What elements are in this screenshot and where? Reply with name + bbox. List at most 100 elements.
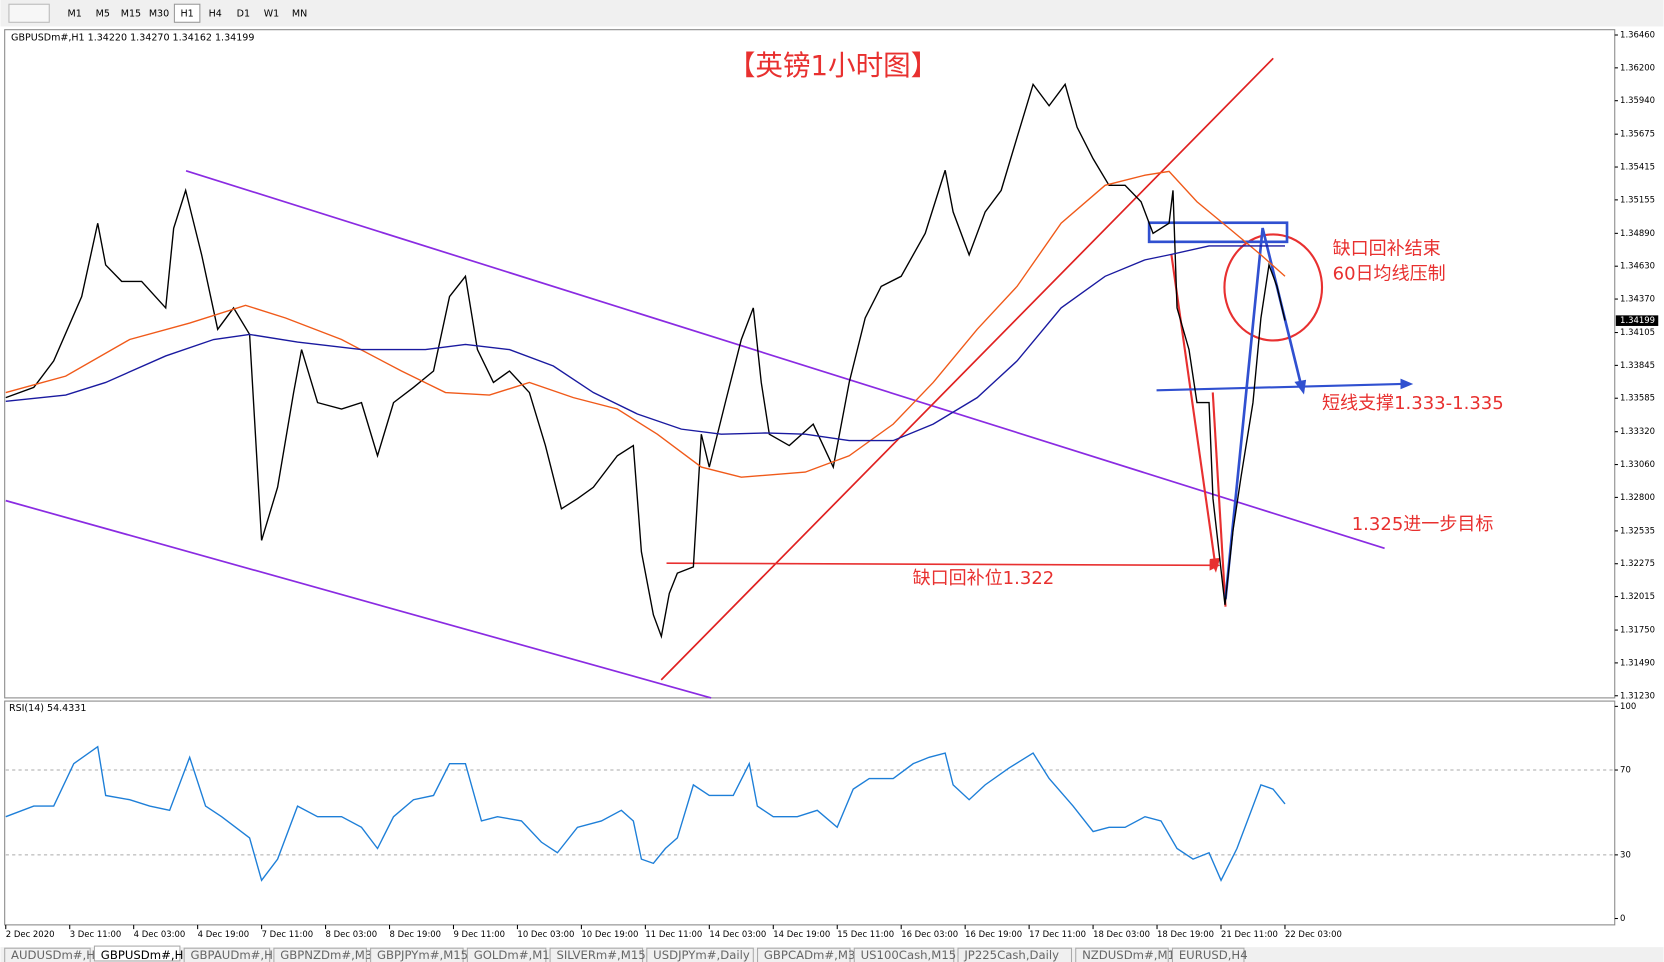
main-panel: [4, 29, 1616, 699]
current-price-marker: [1615, 315, 1659, 326]
y-tick-label: 1.34890: [1620, 228, 1655, 238]
tab[interactable]: [370, 947, 464, 962]
x-tick-label: 15 Dec 11:00: [837, 929, 894, 939]
current-price-label: 1.34199: [1620, 315, 1655, 325]
annotation: 短线支撑1.333-1.335: [1322, 393, 1504, 414]
support-arrow: [1156, 382, 1403, 392]
x-tick-label: 10 Dec 19:00: [581, 929, 638, 939]
tab-label[interactable]: GBPNZDm#,M30: [280, 948, 379, 962]
annotation: 缺口回补位1.322: [913, 568, 1055, 589]
y-tick-label: 1.32535: [1620, 525, 1655, 535]
tab-label[interactable]: EURUSD,H4: [1179, 948, 1248, 962]
timeframe-active: [173, 3, 201, 23]
x-tick-label: 17 Dec 11:00: [1029, 929, 1086, 939]
tab[interactable]: [757, 947, 851, 962]
y-tick-label: 1.35675: [1620, 129, 1655, 139]
symbol-header: GBPUSDm#,H1 1.34220 1.34270 1.34162 1.34…: [11, 33, 254, 44]
tab[interactable]: [466, 947, 547, 962]
y-tick-label: 1.33585: [1620, 393, 1655, 403]
tab[interactable]: [1171, 947, 1245, 962]
y-tick-label: 1.31230: [1620, 690, 1655, 700]
series-line: [5, 82, 1286, 639]
tab[interactable]: [549, 947, 644, 962]
tab-label[interactable]: GBPJPYm#,M15: [377, 948, 468, 962]
tab[interactable]: [4, 947, 91, 962]
y-tick-label: 1.36200: [1620, 62, 1655, 72]
y-tick-label: 1.32800: [1620, 492, 1655, 502]
timeframe-button[interactable]: M1: [68, 8, 82, 19]
timeframe-button[interactable]: W1: [264, 8, 279, 19]
gap-arrow: [666, 562, 1215, 567]
highlight-circle: [1223, 233, 1324, 342]
x-tick-label: 18 Dec 19:00: [1157, 929, 1214, 939]
x-tick-label: 2 Dec 2020: [6, 929, 55, 939]
tab-label[interactable]: AUDUSDm#,H4: [11, 948, 102, 962]
x-tick-label: 4 Dec 19:00: [198, 929, 250, 939]
tab-label[interactable]: NZDUSDm#,M15: [1082, 948, 1182, 962]
y-tick-label: 30: [1620, 849, 1631, 859]
arrow-head: [1294, 379, 1307, 395]
y-tick-label: 1.33845: [1620, 360, 1655, 370]
x-tick-label: 16 Dec 03:00: [901, 929, 958, 939]
series-line: [5, 245, 1285, 442]
x-tick-label: 21 Dec 11:00: [1221, 929, 1278, 939]
toolbar-tools[interactable]: [8, 3, 50, 23]
y-tick-label: 1.34370: [1620, 294, 1655, 304]
annotation: 缺口回补结束: [1333, 238, 1441, 259]
tab-label[interactable]: GBPCADm#,M30: [764, 948, 863, 962]
tab[interactable]: [183, 947, 271, 962]
path-arrow: [1224, 227, 1303, 600]
tab-label[interactable]: USDJPYm#,Daily: [653, 948, 750, 962]
tab-label[interactable]: GBPAUDm#,H4: [191, 948, 281, 962]
drop-arrow: [1211, 392, 1227, 607]
y-tick-label: 1.35155: [1620, 194, 1655, 204]
timeframe-button[interactable]: H1: [181, 8, 194, 19]
rsi-title: RSI(14) 54.4331: [9, 703, 86, 714]
timeframe-button[interactable]: M15: [121, 8, 141, 19]
channel-upper: [185, 169, 1385, 550]
tab-label[interactable]: GBPUSDm#,H1: [101, 948, 191, 962]
tab[interactable]: [853, 947, 955, 962]
tab-label[interactable]: US100Cash,M15: [861, 948, 957, 962]
x-tick-label: 10 Dec 03:00: [517, 929, 574, 939]
y-tick-label: 1.35415: [1620, 162, 1655, 172]
timeframe-button[interactable]: M5: [96, 8, 110, 19]
y-tick-label: 1.33320: [1620, 426, 1655, 436]
timeframe-button[interactable]: M30: [149, 8, 169, 19]
y-tick-label: 0: [1620, 913, 1625, 923]
y-tick-label: 1.31750: [1620, 625, 1655, 635]
annotation: 1.325进一步目标: [1352, 514, 1494, 535]
series-line: [5, 170, 1286, 478]
drawings: [5, 57, 1414, 699]
series-line: [5, 745, 1286, 882]
tab[interactable]: [646, 947, 754, 962]
x-tick-label: 8 Dec 19:00: [390, 929, 442, 939]
y-tick-label: 70: [1620, 765, 1631, 775]
x-tick-label: 3 Dec 11:00: [70, 929, 122, 939]
y-tick-label: 1.34105: [1620, 327, 1655, 337]
timeframe-button[interactable]: H4: [209, 8, 222, 19]
gap-box: [1147, 221, 1289, 244]
tab[interactable]: [273, 947, 367, 962]
chart-title: 【英镑1小时图】: [728, 49, 938, 82]
x-tick-label: 8 Dec 03:00: [326, 929, 378, 939]
y-tick-label: 1.32275: [1620, 558, 1655, 568]
annotation: 60日均线压制: [1333, 264, 1446, 285]
x-tick-label: 14 Dec 19:00: [773, 929, 830, 939]
tab[interactable]: [93, 945, 181, 962]
x-tick-label: 9 Dec 11:00: [453, 929, 505, 939]
x-tick-label: 11 Dec 11:00: [645, 929, 702, 939]
tab-label[interactable]: GOLDm#,M15: [474, 948, 557, 962]
y-tick-label: 1.35940: [1620, 95, 1655, 105]
y-tick-label: 1.36460: [1620, 30, 1655, 40]
tab-label[interactable]: JP225Cash,Daily: [963, 948, 1059, 962]
timeframe-button[interactable]: D1: [237, 8, 250, 19]
timeframe-button[interactable]: MN: [292, 8, 307, 19]
x-tick-label: 16 Dec 19:00: [965, 929, 1022, 939]
tab[interactable]: [957, 947, 1073, 962]
tab[interactable]: [1075, 947, 1169, 962]
tab-label[interactable]: SILVERm#,M15: [556, 948, 645, 962]
arrow-head: [1209, 557, 1221, 573]
